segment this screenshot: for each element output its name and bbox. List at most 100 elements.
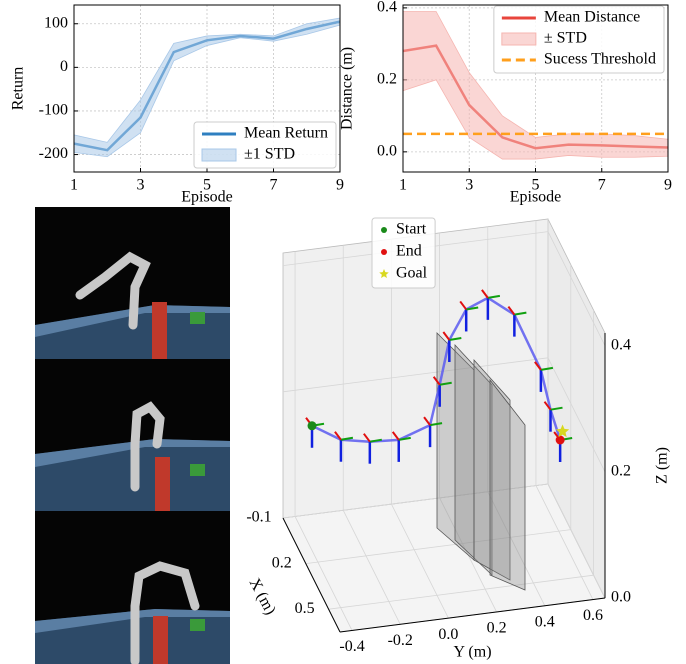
point-marker xyxy=(307,421,317,431)
legend: Mean Return ±1 STD xyxy=(193,121,337,169)
y-tick-label: 0.2 xyxy=(377,71,397,88)
x-tick-label: 0.5 xyxy=(295,600,315,617)
line-chart: 1 3 5 7 9 0.0 0.2 0.4 Episode Distance (m) Mean Di… xyxy=(339,0,672,206)
x-tick-label: 1 xyxy=(70,177,78,194)
frame-axis xyxy=(369,438,382,443)
goal-cube xyxy=(190,464,205,476)
point-marker xyxy=(555,435,565,445)
obstacle-slab xyxy=(473,358,511,581)
grid-line xyxy=(547,357,606,472)
grid-line xyxy=(391,503,449,619)
frame-axis xyxy=(550,406,563,411)
grid-line xyxy=(342,510,401,625)
table-top xyxy=(35,305,230,337)
frame-axis xyxy=(363,433,371,443)
grid-line xyxy=(487,491,546,606)
obstacle-slabs xyxy=(436,332,526,591)
legend: Start End Goal xyxy=(371,217,436,289)
series-group xyxy=(74,17,340,158)
y-tick-label: 0.4 xyxy=(377,0,397,16)
frame-axis xyxy=(334,431,342,441)
frame-axis xyxy=(459,300,467,311)
obstacle-block xyxy=(155,457,170,511)
grid-line xyxy=(547,231,606,346)
z-tick-label: 0.0 xyxy=(611,589,631,606)
obstacle-slab xyxy=(454,343,493,576)
grid-line xyxy=(305,529,571,564)
legend-label: Sucess Threshold xyxy=(544,51,656,68)
robot-snapshots xyxy=(35,207,230,664)
std-band xyxy=(403,11,668,160)
y-tick-label: 0.2 xyxy=(487,620,507,637)
legend-label: Start xyxy=(396,221,427,238)
obstacle-slab xyxy=(489,378,526,591)
frame-axis xyxy=(449,337,462,341)
z-tick-label: 0.4 xyxy=(611,336,631,353)
frame-axis xyxy=(514,311,527,316)
robot-arm xyxy=(75,251,151,330)
legend: Mean Distance ± STD Sucess Threshold xyxy=(493,5,665,74)
y-tick-label: -0.4 xyxy=(339,638,364,655)
x-axis-label: Episode xyxy=(510,189,562,206)
frame-axis xyxy=(481,289,489,299)
robot-snapshot xyxy=(35,511,230,664)
x-axis-label: X (m) xyxy=(246,576,279,618)
legend-swatch xyxy=(381,249,387,255)
frame-axis xyxy=(507,306,516,316)
frame-axis xyxy=(398,436,411,441)
table-top xyxy=(35,439,230,467)
legend-label: Mean Distance xyxy=(544,9,640,26)
y-tick-label: -200 xyxy=(39,145,68,162)
std-band xyxy=(74,17,340,158)
legend-box xyxy=(371,217,436,289)
robot-arm xyxy=(130,561,200,664)
y-tick-label: 0.0 xyxy=(377,143,397,160)
legend-swatch xyxy=(381,227,387,233)
z-axis-label: Z (m) xyxy=(654,447,671,484)
x-tick-label: 9 xyxy=(336,177,344,194)
legend-swatch xyxy=(201,148,237,162)
grid-line xyxy=(535,485,594,600)
series-group xyxy=(403,11,668,160)
frame-axis xyxy=(442,331,451,341)
frame-axis xyxy=(432,376,441,386)
frame-axis xyxy=(429,422,443,427)
x-tick-label: 5 xyxy=(203,177,211,194)
y-tick-label: 100 xyxy=(44,14,68,31)
plot-frame xyxy=(73,4,341,173)
x-tick-label: -0.1 xyxy=(246,509,271,526)
grid-line xyxy=(282,483,549,519)
frame-axis xyxy=(487,294,501,299)
grid-line xyxy=(294,516,353,631)
x-tick-label: 1 xyxy=(399,177,407,194)
legend-swatch xyxy=(501,32,537,46)
y-axis-label: Return xyxy=(10,67,27,111)
y-tick-label: -0.2 xyxy=(388,632,413,649)
plot-frame xyxy=(402,4,669,173)
obstacle-block xyxy=(153,616,168,664)
x-tick-label: 9 xyxy=(664,177,672,194)
x-tick-label: 7 xyxy=(598,177,606,194)
frame-axis xyxy=(391,431,400,441)
frame-axis xyxy=(439,381,452,386)
axis-line xyxy=(339,597,606,633)
z-tick-label: 0.2 xyxy=(611,462,631,479)
legend-box xyxy=(493,5,665,74)
legend-label: Goal xyxy=(396,265,428,282)
grid-line xyxy=(547,483,606,599)
goal-cube xyxy=(190,312,205,324)
legend-swatch xyxy=(379,269,389,279)
obstacle-block xyxy=(152,302,167,359)
x-tick-label: 0.2 xyxy=(272,554,292,571)
x-tick-label: 3 xyxy=(465,177,473,194)
robot-arm xyxy=(130,401,165,492)
legend-label: ± STD xyxy=(544,30,587,47)
x-axis-label: Episode xyxy=(181,189,233,206)
y-tick-label: 0.0 xyxy=(438,626,458,643)
y-axis-label: Distance (m) xyxy=(339,47,356,130)
frame-axis xyxy=(543,401,552,411)
goal-cube xyxy=(190,619,205,631)
robot-snapshot xyxy=(35,359,230,511)
x-tick-label: 5 xyxy=(532,177,540,194)
